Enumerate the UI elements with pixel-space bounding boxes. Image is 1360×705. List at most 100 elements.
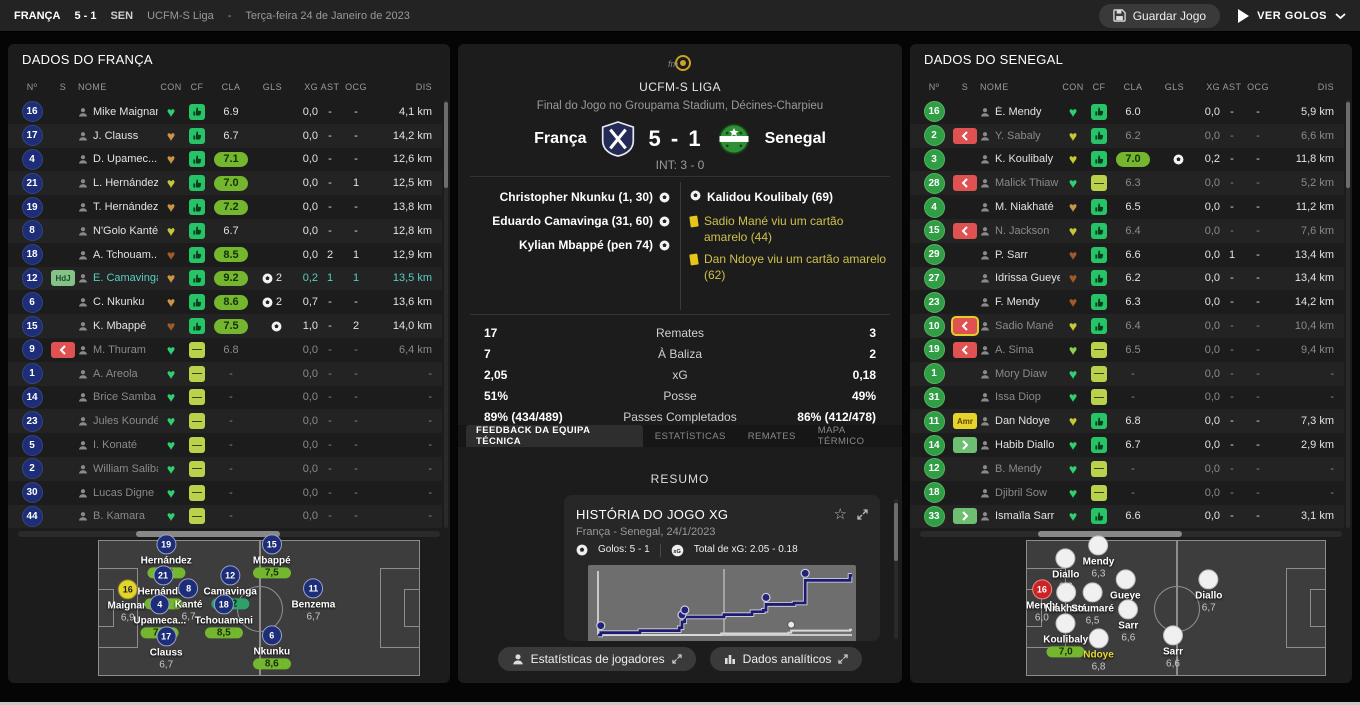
player-row[interactable]: 23 F. Mendy ♥ 6.3 0,0- -14,2 km [910, 290, 1344, 314]
xg-cell: 0,0 [302, 439, 318, 452]
column-header-s[interactable]: S [961, 82, 969, 92]
tab-remates[interactable]: REMATES [747, 430, 796, 442]
pitch-player-koulibaly[interactable]: Koulibaly 7,0 [1043, 613, 1088, 658]
pitch-player-soumar[interactable]: Soumaré 6,5 [1071, 582, 1114, 626]
center-vertical-scrollbar[interactable] [894, 499, 898, 639]
column-header-ast[interactable]: AST [1222, 82, 1242, 92]
column-header-xg[interactable]: XG [1206, 82, 1220, 92]
pitch-player-mendy[interactable]: 16 Mendy 6,0 [1026, 579, 1058, 624]
column-header-gls[interactable]: GLS [1164, 82, 1184, 92]
column-header-cf[interactable]: CF [190, 82, 204, 92]
column-header-ocg[interactable]: OCG [1247, 82, 1269, 92]
column-header-nome[interactable]: NOME [980, 82, 1009, 92]
pitch-player-mendy[interactable]: Mendy 6,3 [1083, 535, 1114, 579]
player-avatar-icon [980, 226, 990, 236]
pitch-player-sarr[interactable]: Sarr 6,6 [1118, 599, 1138, 644]
player-row[interactable]: 1 Mory Diaw ♥ — -0,0- - - [910, 362, 1344, 386]
home-table-horizontal-scrollbar[interactable] [18, 531, 440, 537]
player-row[interactable]: 30 Lucas Digne ♥ — -0,0- - - [8, 481, 442, 505]
player-row[interactable]: 27 Idrissa Gueye ♥ 6.2 0,0- -13,4 km [910, 267, 1344, 291]
ast-cell: - [328, 105, 332, 118]
player-row[interactable]: 5 I. Konaté ♥ — -0,0- - - [8, 433, 442, 457]
view-goals-button[interactable]: VER GOLOS [1238, 8, 1346, 23]
player-row[interactable]: 11 Amr Dan Ndoye ♥ 6.8 0,0- -7,3 km [910, 409, 1344, 433]
player-stats-button[interactable]: Estatísticas de jogadores [497, 647, 696, 671]
player-row[interactable]: 6 C. Nkunku ♥ 8.6 2 0,7- -13,6 km [8, 290, 442, 314]
column-header-dis[interactable]: DIS [1317, 82, 1334, 92]
player-row[interactable]: 19 A. Sima ♥ —6.5 0,0- -9,4 km [910, 338, 1344, 362]
ocg-cell: - [354, 510, 358, 523]
column-header-n[interactable]: Nº [26, 82, 38, 92]
tab-feedback-da-equipa-t-cnica[interactable]: FEEDBACK DA EQUIPA TÉCNICA [466, 425, 643, 447]
player-row[interactable]: 29 P. Sarr ♥ 6.6 0,0 1 - 13,4 km [910, 243, 1344, 267]
away-table-horizontal-scrollbar[interactable] [920, 531, 1342, 537]
home-table-vertical-scrollbar[interactable] [444, 100, 448, 528]
column-header-xg[interactable]: XG [304, 82, 318, 92]
analytics-data-button[interactable]: Dados analíticos [709, 647, 863, 671]
player-row[interactable]: 15 N. Jackson ♥ 6.4 0,0- -7,6 km [910, 219, 1344, 243]
fitness-cell: — [1086, 460, 1112, 477]
player-row[interactable]: 44 B. Kamara ♥ — -0,0- - - [8, 505, 442, 528]
pitch-player-mbapp[interactable]: 15 Mbappé 7,5 [252, 534, 291, 579]
save-game-button[interactable]: Guardar Jogo [1098, 3, 1221, 28]
player-row[interactable]: 33 Ismaïla Sarr ♥ 6.6 0,0- -3,1 km [910, 505, 1344, 528]
pitch-player-diallo[interactable]: Diallo 6,7 [1195, 568, 1222, 613]
pitch-player-sarr[interactable]: Sarr 6,6 [1163, 625, 1183, 669]
player-row[interactable]: 12 HdJ E. Camavinga ♥ 9.2 2 0,2 1 1 13,5 km [8, 267, 442, 291]
player-row[interactable]: 14 Habib Diallo ♥ 6.7 0,0- -2,9 km [910, 433, 1344, 457]
column-header-con[interactable]: CON [1062, 82, 1084, 92]
player-row[interactable]: 31 Issa Diop ♥ — -0,0- - - [910, 386, 1344, 410]
pitch-player-tchouameni[interactable]: 18 Tchouameni 8,5 [195, 594, 253, 639]
column-header-con[interactable]: CON [160, 82, 182, 92]
player-row[interactable]: 23 Jules Koundé ♥ — -0,0- - - [8, 409, 442, 433]
column-header-nome[interactable]: NOME [78, 82, 107, 92]
player-row[interactable]: 1 A. Areola ♥ — -0,0- - - [8, 362, 442, 386]
ast-cell: - [1230, 224, 1234, 237]
column-header-dis[interactable]: DIS [415, 82, 432, 92]
tab-estat-sticas[interactable]: ESTATÍSTICAS [654, 430, 726, 442]
player-row[interactable]: 12 B. Mendy ♥ — -0,0- - - [910, 457, 1344, 481]
player-row[interactable]: 9 M. Thuram ♥ —6.8 0,0- -6,4 km [8, 338, 442, 362]
chevron-down-icon[interactable] [1335, 12, 1346, 20]
column-header-ast[interactable]: AST [320, 82, 340, 92]
pitch-player-benzema[interactable]: 11 Benzema 6,7 [291, 578, 335, 622]
player-row[interactable]: 2 Y. Sabaly ♥ 6.2 0,0- -6,6 km [910, 124, 1344, 148]
column-header-cla[interactable]: CLA [221, 82, 241, 92]
player-row[interactable]: 17 J. Clauss ♥ 6.7 0,0- -14,2 km [8, 124, 442, 148]
column-header-ocg[interactable]: OCG [345, 82, 367, 92]
goals-cell [252, 321, 286, 332]
dis-cell: - [428, 462, 432, 475]
fitness-cell [1086, 103, 1112, 120]
expand-icon[interactable] [857, 508, 868, 520]
away-table-vertical-scrollbar[interactable] [1346, 100, 1350, 528]
player-row[interactable]: 8 N'Golo Kanté ♥ 6.7 0,0- -12,8 km [8, 219, 442, 243]
player-row[interactable]: 4 M. Niakhaté ♥ 6.5 0,0- -11,2 km [910, 195, 1344, 219]
player-row[interactable]: 10 Sadio Mané ♥ 6.4 0,0- -10,4 km [910, 314, 1344, 338]
column-header-cf[interactable]: CF [1092, 82, 1106, 92]
column-header-gls[interactable]: GLS [262, 82, 282, 92]
player-row[interactable]: 16 Mike Maignan ♥ 6.9 0,0- -4,1 km [8, 100, 442, 124]
pitch-player-ndoye[interactable]: Ndoye 6,8 [1083, 627, 1114, 672]
column-header-cla[interactable]: CLA [1123, 82, 1143, 92]
player-row[interactable]: 19 T. Hernández ♥ 7.2 0,0- -13,8 km [8, 195, 442, 219]
player-row[interactable]: 3 K. Koulibaly ♥ 7.0 0,2- -11,8 km [910, 148, 1344, 172]
favourite-star-icon[interactable]: ☆ [833, 506, 847, 523]
player-row[interactable]: 2 William Saliba ♥ — -0,0- - - [8, 457, 442, 481]
player-row[interactable]: 4 D. Upamec... ♥ 7.1 0,0- -12,6 km [8, 148, 442, 172]
player-row[interactable]: 21 L. Hernández ♥ 7.0 0,0- 1 12,5 km [8, 171, 442, 195]
player-row[interactable]: 28 Malick Thiaw ♥ —6.3 0,0- -5,2 km [910, 171, 1344, 195]
player-avatar-icon [980, 297, 990, 307]
column-header-s[interactable]: S [59, 82, 67, 92]
shirt-number-circle: 6 [21, 291, 43, 313]
player-row[interactable]: 18 Djibril Sow ♥ — -0,0- - - [910, 481, 1344, 505]
player-row[interactable]: 15 K. Mbappé ♥ 7.5 1,0- 2 14,0 km [8, 314, 442, 338]
player-row[interactable]: 14 Brice Samba ♥ — -0,0- - - [8, 386, 442, 410]
player-row[interactable]: 18 A. Tchouam... ♥ 8.5 0,0 2 1 12,9 km [8, 243, 442, 267]
column-header-n[interactable]: Nº [928, 82, 940, 92]
tab-mapa-t-rmico[interactable]: MAPA TÉRMICO [817, 425, 865, 447]
pitch-player-nkunku[interactable]: 6 Nkunku 8,6 [252, 625, 291, 670]
pitch-player-kant[interactable]: 8 Kanté 6,7 [175, 578, 202, 622]
player-row[interactable]: 16 É. Mendy ♥ 6.0 0,0- -5,9 km [910, 100, 1344, 124]
pitch-player-clauss[interactable]: 17 Clauss 6,7 [150, 626, 183, 671]
pitch-player-maignan[interactable]: 16 Maignan 6,9 [108, 579, 148, 624]
